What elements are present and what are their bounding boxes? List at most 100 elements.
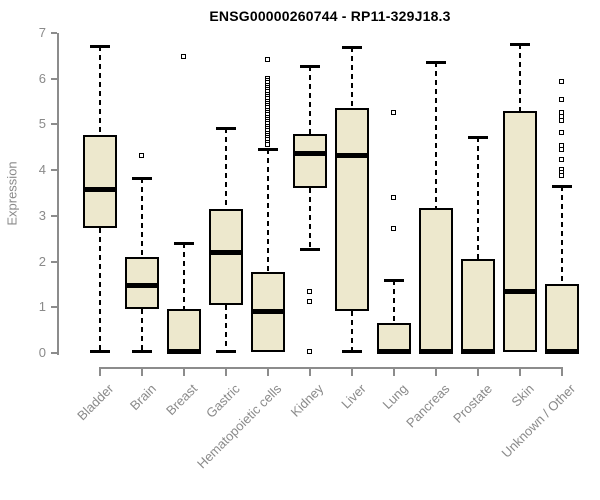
median-pancreas [419,348,453,354]
y-axis-tick [51,352,57,354]
whisker-cap-lower-kidney [300,247,320,251]
y-axis-tick [51,123,57,126]
outlier-hematopoietic-cells [265,57,270,63]
whisker-lower-gastric [225,305,227,351]
whisker-upper-brain [141,178,143,257]
whisker-upper-pancreas [435,61,437,208]
box-bladder [83,134,117,229]
x-axis-category-label: Pancreas [403,381,453,431]
median-kidney [293,150,327,156]
whisker-upper-prostate [477,137,479,259]
x-axis-category-label: Kidney [287,381,327,420]
x-axis-tick [309,369,311,376]
whisker-cap-lower-bladder [90,349,110,353]
x-axis-category-label: Bladder [74,381,117,424]
x-axis-category-label: Breast [163,381,201,419]
median-brain [125,283,159,289]
whisker-lower-brain [141,308,143,351]
median-skin [503,289,537,295]
y-axis-tick-label: 5 [38,116,46,132]
whisker-upper-lung [393,279,395,324]
x-axis-tick [477,369,479,376]
whisker-upper-skin [519,43,521,112]
y-axis-tick [51,214,57,217]
y-axis-tick-label: 6 [38,70,46,86]
whisker-cap-upper-unknown-other [552,185,572,189]
y-axis-line [57,33,59,355]
y-axis-tick [51,306,57,309]
x-axis-category-label: Brain [126,381,159,414]
median-liver [335,152,369,158]
y-axis-tick-label: 7 [38,25,46,40]
y-axis-tick [51,169,57,172]
box-brain [125,257,159,309]
outlier-lung [391,110,396,116]
x-axis-tick [99,369,101,376]
whisker-cap-upper-pancreas [426,60,446,64]
box-breast [167,308,201,353]
whisker-cap-lower-gastric [216,349,236,353]
box-unknown-other [545,284,579,353]
x-axis-category-label: Gastric [202,381,243,421]
median-breast [167,348,201,354]
y-axis-tick-label: 0 [38,345,46,360]
box-skin [503,111,537,353]
median-gastric [209,250,243,256]
chart-title: ENSG00000260744 - RP11-329J18.3 [209,8,451,24]
whisker-cap-upper-lung [384,278,404,282]
median-prostate [461,348,495,354]
x-axis-category-label: Lung [379,381,411,413]
whisker-upper-unknown-other [561,186,563,285]
y-axis-tick-label: 3 [38,207,46,223]
median-lung [377,348,411,354]
whisker-cap-upper-hematopoietic-cells [258,147,278,151]
x-axis-category-label: Prostate [449,381,495,426]
median-unknown-other [545,348,579,354]
outlier-breast [181,53,186,59]
y-axis-tick-label: 2 [38,253,46,269]
whisker-upper-liver [351,46,353,108]
whisker-cap-lower-brain [132,349,152,353]
y-axis-tick [51,32,57,34]
x-axis-category-label: Liver [338,381,369,412]
outlier-kidney [307,298,312,304]
x-axis-tick [519,369,521,376]
whisker-cap-upper-liver [342,45,362,49]
whisker-upper-bladder [99,45,101,135]
box-gastric [209,209,243,305]
whisker-upper-kidney [309,65,311,135]
whisker-cap-upper-bladder [90,44,110,48]
outlier-unknown-other [559,173,564,179]
median-hematopoietic-cells [251,308,285,314]
median-bladder [83,187,117,193]
x-axis-tick [267,369,269,376]
whisker-upper-hematopoietic-cells [267,148,269,272]
outlier-unknown-other [559,146,564,152]
box-kidney [293,134,327,189]
outlier-hematopoietic-cells [265,142,270,147]
outlier-lung [391,194,396,200]
x-axis-tick [351,369,353,376]
whisker-lower-bladder [99,228,101,351]
x-axis-tick [183,369,185,376]
x-axis-category-label: Skin [508,381,537,410]
whisker-cap-lower-liver [342,349,362,353]
y-axis-tick-label: 4 [38,162,46,178]
outlier-unknown-other [559,117,564,123]
y-axis-tick [51,260,57,263]
whisker-cap-upper-prostate [468,136,488,140]
whisker-lower-kidney [309,188,311,249]
y-axis-tick-label: 1 [38,299,46,315]
outlier-lung [391,225,396,231]
whisker-upper-gastric [225,128,227,209]
box-pancreas [419,207,453,353]
outlier-kidney [307,289,312,295]
whisker-cap-upper-kidney [300,64,320,68]
x-axis-tick [225,369,227,376]
box-prostate [461,258,495,353]
whisker-cap-upper-skin [510,42,530,46]
box-liver [335,107,369,311]
outlier-unknown-other [559,130,564,136]
